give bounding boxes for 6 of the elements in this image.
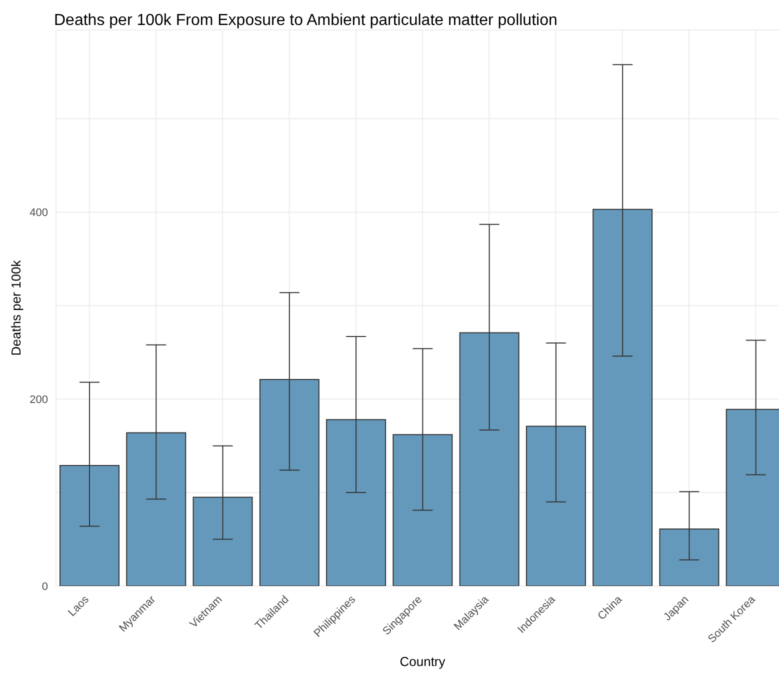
y-axis-title: Deaths per 100k [8, 260, 24, 356]
y-tick-label: 0 [42, 580, 48, 593]
y-tick-label: 200 [30, 394, 48, 406]
chart-title: Deaths per 100k From Exposure to Ambient particulate matter pollution [54, 12, 558, 30]
x-axis-title: Country [400, 654, 446, 669]
y-tick-label: 400 [30, 207, 48, 220]
